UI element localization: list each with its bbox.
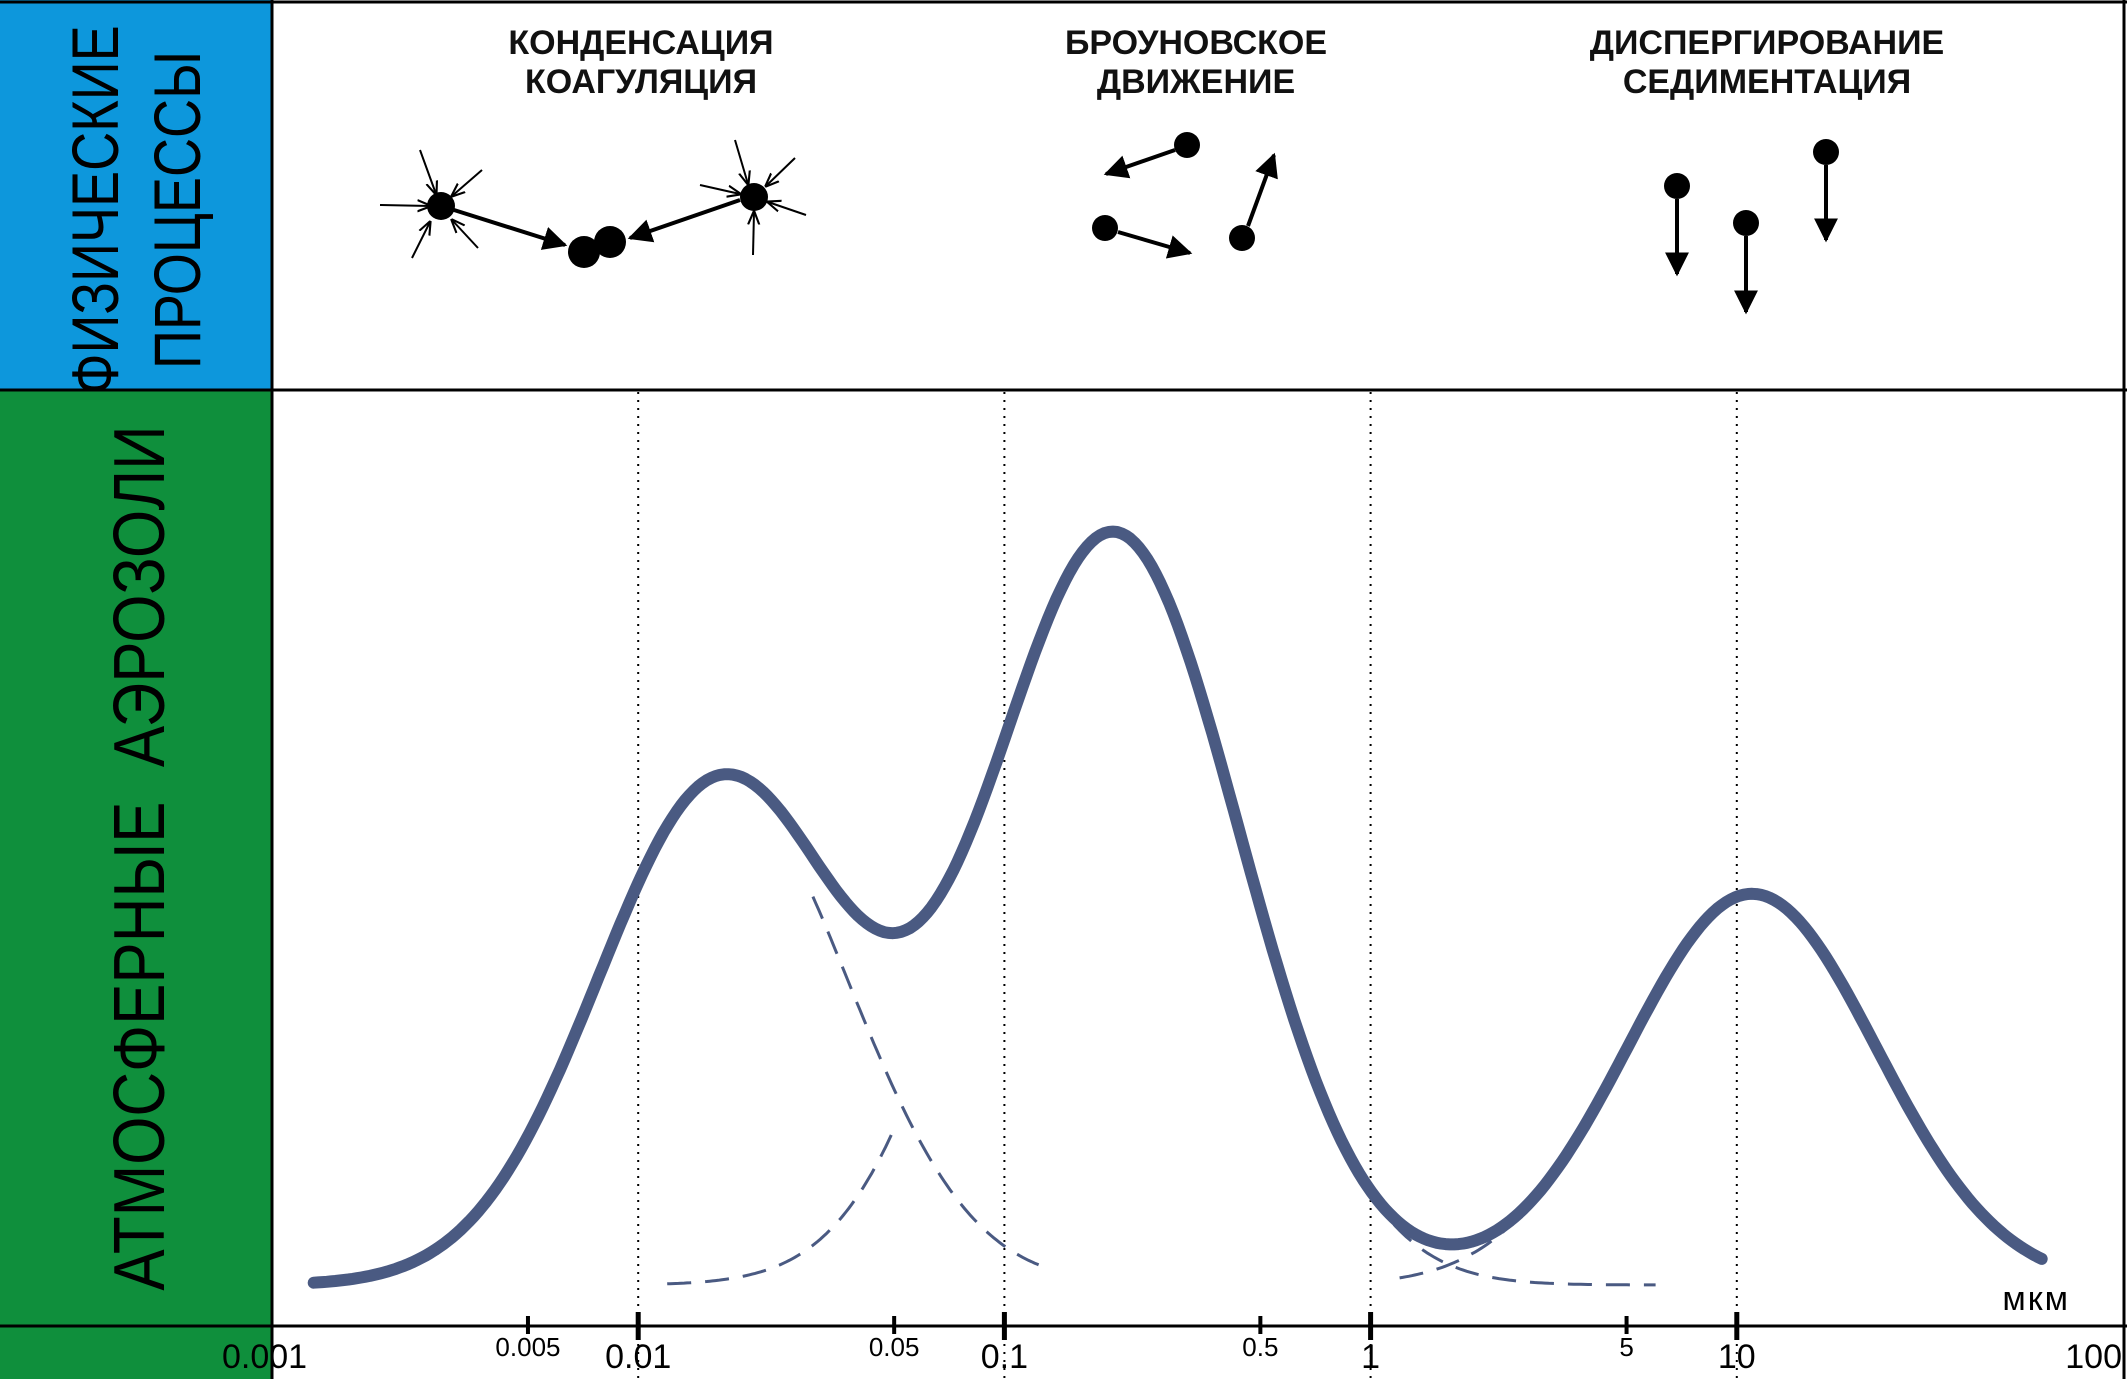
sediment-particle-1: [1664, 173, 1690, 199]
brownian-motion-icon: [1092, 132, 1278, 259]
mode-tail-0: [811, 896, 1047, 1270]
particle-left: [427, 192, 455, 220]
process-title-coagulation: КОАГУЛЯЦИЯ: [525, 63, 757, 101]
axis-unit-label: мкм: [2002, 1280, 2070, 1318]
process-titles: КОНДЕНСАЦИЯ КОАГУЛЯЦИЯ БРОУНОВСКОЕ ДВИЖЕ…: [508, 24, 1944, 101]
sidebar-bottom-label: АТМОСФЕРНЫЕ АЭРОЗОЛИ: [100, 425, 180, 1290]
process-title-motion: ДВИЖЕНИЕ: [1097, 63, 1295, 101]
mode-tail-2: [1369, 1193, 1656, 1287]
mode-tail-1: [667, 1128, 896, 1286]
process-title-dispersion: ДИСПЕРГИРОВАНИЕ: [1590, 24, 1944, 62]
coagulation-icon: [379, 139, 807, 268]
x-axis-ticks: 0.001 0.01 0.1 1 10 100 0.005 0.05 0.5 5: [222, 1312, 2122, 1376]
process-title-brownian: БРОУНОВСКОЕ: [1065, 24, 1327, 62]
minor-tick-label-2: 0.5: [1242, 1332, 1278, 1362]
minor-tick-label-0: 0.005: [495, 1332, 560, 1362]
particle-merged-b: [594, 226, 626, 258]
size-distribution-curve: [307, 525, 2048, 1289]
major-tick-label-0: 0.001: [222, 1338, 307, 1376]
process-title-sedimentation: СЕДИМЕНТАЦИЯ: [1623, 63, 1911, 101]
major-tick-label-4: 10: [1718, 1338, 1756, 1376]
sediment-particle-3: [1813, 139, 1839, 165]
vertical-gridlines: [637, 392, 1738, 1379]
condensation-particle-left: [379, 149, 483, 259]
sidebar-bottom-block: [0, 390, 272, 1379]
process-title-condensation: КОНДЕНСАЦИЯ: [508, 24, 773, 62]
condensation-particle-right: [699, 139, 807, 256]
sedimentation-icon: [1664, 139, 1839, 315]
sidebar-top-label-line2: ПРОЦЕССЫ: [140, 51, 214, 369]
major-tick-label-1: 0.01: [605, 1338, 671, 1376]
sediment-particle-2: [1733, 210, 1759, 236]
major-tick-label-2: 0.1: [981, 1338, 1028, 1376]
major-tick-label-5: 100: [2065, 1338, 2122, 1376]
brownian-particle-2: [1092, 215, 1118, 241]
minor-tick-label-1: 0.05: [869, 1332, 920, 1362]
sidebar-top-block: [0, 0, 272, 390]
major-tick-label-3: 1: [1361, 1338, 1380, 1376]
particle-right: [740, 183, 768, 211]
brownian-particle-1: [1174, 132, 1200, 158]
particle-merged-a: [568, 236, 600, 268]
sidebar-top-label-line1: ФИЗИЧЕСКИЕ: [58, 25, 132, 394]
minor-tick-label-3: 5: [1619, 1332, 1633, 1362]
brownian-particle-3: [1229, 225, 1255, 251]
